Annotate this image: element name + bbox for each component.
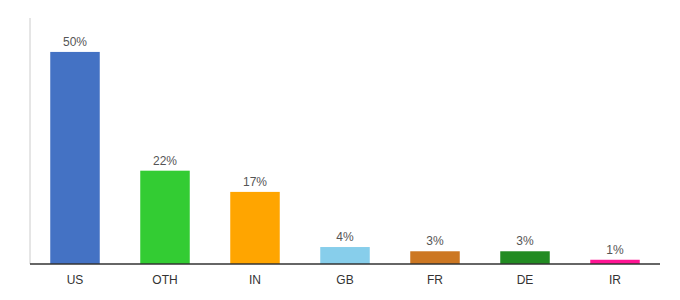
bar xyxy=(140,171,190,264)
bars xyxy=(50,52,640,264)
chart-container: 50% 22% 17% 4% 3% 3% 1% US OTH IN GB FR DE IR xyxy=(0,0,680,300)
x-tick-label: GB xyxy=(336,273,353,287)
bar xyxy=(50,52,100,264)
x-axis xyxy=(30,263,660,265)
data-label: 3% xyxy=(516,234,534,248)
x-tick-label: FR xyxy=(427,273,443,287)
data-label: 50% xyxy=(63,35,87,49)
x-tick-label: IN xyxy=(249,273,261,287)
bar xyxy=(320,247,370,264)
x-tick-label: US xyxy=(67,273,84,287)
chart: 50% 22% 17% 4% 3% 3% 1% US OTH IN GB FR DE IR xyxy=(0,0,680,300)
x-tick-label: OTH xyxy=(152,273,177,287)
data-labels: 50% 22% 17% 4% 3% 3% 1% xyxy=(63,35,624,257)
data-label: 4% xyxy=(336,230,354,244)
data-label: 3% xyxy=(426,234,444,248)
bar xyxy=(230,192,280,264)
y-axis xyxy=(30,18,31,264)
bar xyxy=(410,251,460,264)
data-label: 17% xyxy=(243,175,267,189)
x-tick-labels: US OTH IN GB FR DE IR xyxy=(67,273,622,287)
x-tick-label: DE xyxy=(517,273,534,287)
bar xyxy=(500,251,550,264)
data-label: 22% xyxy=(153,154,177,168)
data-label: 1% xyxy=(606,243,624,257)
x-tick-label: IR xyxy=(609,273,621,287)
